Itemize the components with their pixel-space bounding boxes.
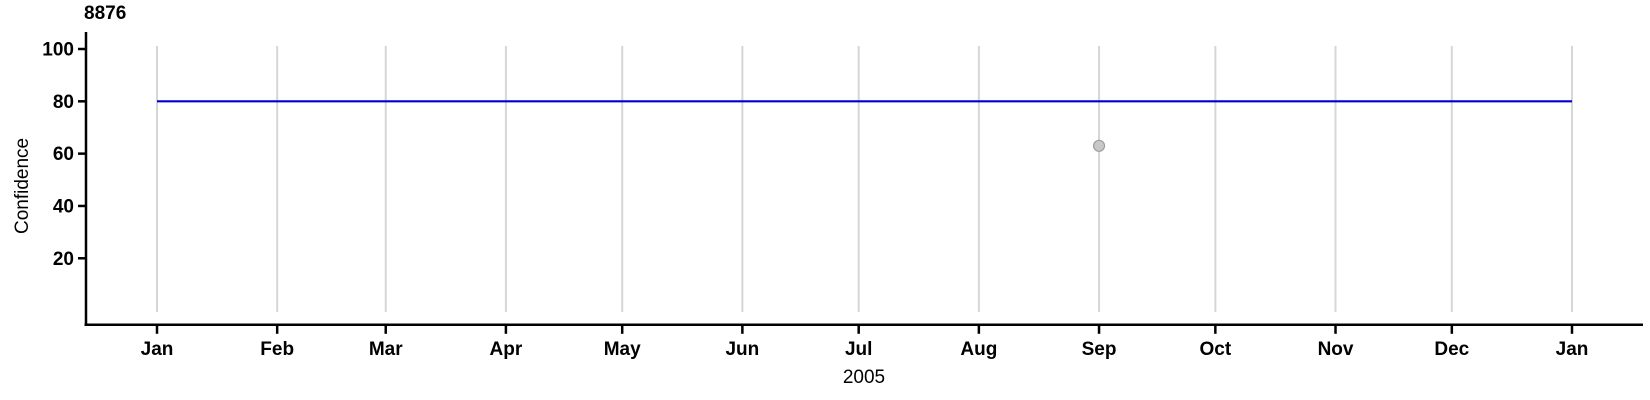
x-tick-label: Mar: [369, 339, 403, 360]
x-tick-label: Jan: [1556, 339, 1589, 360]
y-tick-label: 60: [53, 144, 74, 165]
y-tick-label: 20: [53, 249, 74, 270]
x-tick-label: Jan: [141, 339, 174, 360]
x-tick-label: Aug: [960, 339, 997, 360]
x-tick-label: Oct: [1199, 339, 1231, 360]
x-tick-label: Jun: [725, 339, 759, 360]
y-tick-label: 80: [53, 92, 74, 113]
x-tick-label: May: [604, 339, 641, 360]
x-tick-label: Apr: [490, 339, 523, 360]
x-tick-label: Dec: [1434, 339, 1469, 360]
chart-title: 8876: [84, 3, 127, 24]
x-tick-label: Feb: [260, 339, 294, 360]
y-tick-label: 40: [53, 196, 74, 217]
data-point: [1092, 139, 1106, 152]
x-tick-label: Sep: [1082, 339, 1117, 360]
y-tick-label: 100: [42, 40, 74, 61]
x-tick-label: Nov: [1318, 339, 1354, 360]
x-tick-label: Jul: [845, 339, 872, 360]
x-axis-title: 2005: [842, 367, 886, 388]
